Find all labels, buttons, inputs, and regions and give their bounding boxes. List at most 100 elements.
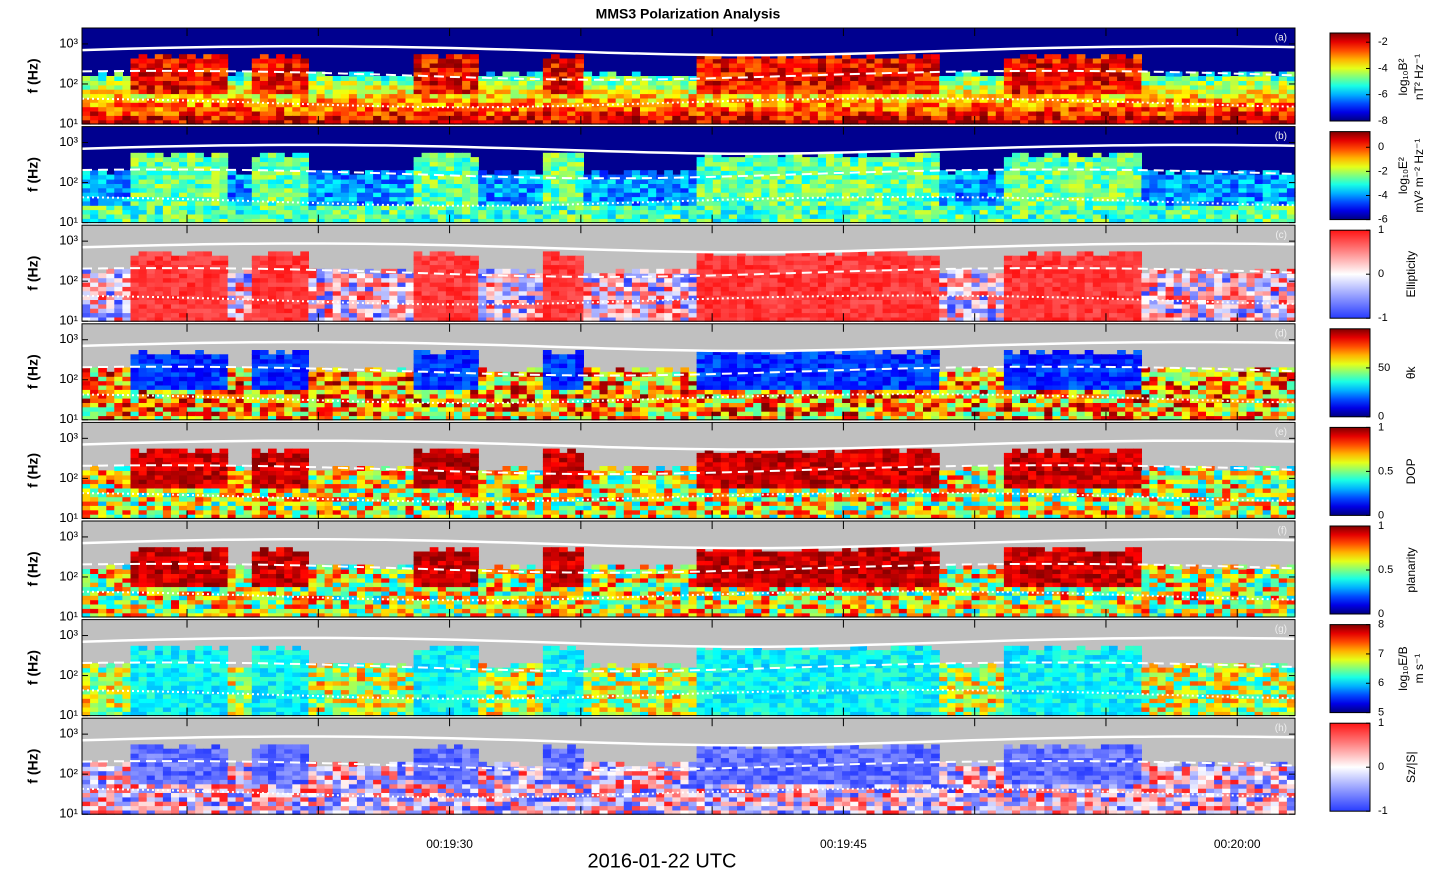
spectrogram-cell — [187, 316, 196, 322]
spectrogram-cell — [429, 93, 439, 99]
spectrogram-cell — [162, 286, 172, 292]
spectrogram-cell — [712, 58, 722, 64]
spectrogram-cell — [906, 200, 916, 206]
spectrogram-cell — [850, 179, 859, 184]
spectrogram-cell — [146, 183, 156, 189]
spectrogram-cell — [1020, 174, 1029, 180]
spectrogram-cell — [365, 170, 374, 176]
spectrogram-cell — [720, 106, 730, 112]
spectrogram-cell — [1214, 115, 1223, 121]
spectrogram-cell — [526, 97, 536, 103]
spectrogram-cell — [276, 205, 285, 211]
spectrogram-cell — [591, 115, 601, 121]
spectrogram-cell — [1003, 213, 1013, 219]
spectrogram-cell — [720, 187, 730, 193]
spectrogram-cell — [1189, 119, 1199, 125]
spectrogram-cell — [753, 89, 762, 95]
spectrogram-cell — [365, 174, 374, 180]
spectrogram-cell — [1173, 84, 1183, 90]
spectrogram-cell — [445, 161, 455, 167]
spectrogram-cell — [227, 110, 237, 116]
spectrogram-cell — [923, 71, 932, 77]
spectrogram-cell — [243, 308, 253, 314]
spectrogram-cell — [842, 174, 851, 180]
spectrogram-cell — [373, 303, 382, 309]
spectrogram-cell — [308, 170, 318, 176]
spectrogram-cell — [219, 299, 229, 305]
spectrogram-cell — [195, 93, 204, 99]
spectrogram-cell — [268, 286, 277, 292]
spectrogram-cell — [826, 161, 835, 167]
spectrogram-cell — [195, 218, 204, 224]
spectrogram-cell — [1230, 97, 1239, 103]
spectrogram-cell — [1003, 157, 1013, 163]
spectrogram-cell — [1254, 209, 1264, 215]
spectrogram-cell — [454, 209, 463, 215]
spectrogram-cell — [648, 115, 657, 121]
spectrogram-cell — [146, 308, 156, 314]
spectrogram-cell — [259, 170, 269, 176]
spectrogram-cell — [931, 115, 940, 121]
spectrogram-cell — [219, 260, 229, 266]
spectrogram-cell — [268, 76, 277, 81]
spectrogram-cell — [114, 316, 123, 322]
spectrogram-cell — [551, 218, 560, 224]
spectrogram-cell — [793, 174, 803, 180]
spectrogram-cell — [114, 102, 123, 108]
spectrogram-cell — [664, 179, 673, 184]
spectrogram-cell — [292, 260, 301, 266]
spectrogram-cell — [793, 71, 803, 77]
spectrogram-cell — [1246, 102, 1256, 108]
spectrogram-cell — [1141, 174, 1151, 180]
spectrogram-cell — [470, 170, 479, 176]
spectrogram-cell — [227, 84, 237, 90]
spectrogram-cell — [1157, 97, 1167, 103]
spectrogram-cell — [906, 80, 916, 86]
spectrogram-cell — [1230, 115, 1239, 121]
spectrogram-cell — [1125, 179, 1134, 184]
spectrogram-cell — [251, 93, 261, 99]
spectrogram-cell — [858, 170, 867, 176]
spectrogram-cell — [413, 196, 423, 202]
spectrogram-cell — [470, 205, 479, 211]
spectrogram-cell — [1036, 183, 1045, 189]
spectrogram-cell — [171, 174, 180, 180]
spectrogram-cell — [826, 89, 835, 95]
spectrogram-cell — [777, 71, 787, 77]
spectrogram-cell — [510, 97, 520, 103]
colorbar-tick-label: -4 — [1378, 62, 1388, 74]
spectrogram-cell — [688, 106, 698, 112]
spectrogram-cell — [801, 80, 811, 86]
spectrogram-cell — [1020, 71, 1029, 77]
spectrogram-cell — [292, 290, 301, 296]
spectrogram-cell — [971, 218, 981, 224]
spectrogram-cell — [1141, 106, 1151, 112]
spectrogram-cell — [365, 119, 374, 125]
spectrogram-cell — [1044, 93, 1053, 99]
spectrogram-cell — [1100, 213, 1110, 219]
spectrogram-cell — [405, 89, 415, 95]
spectrogram-cell — [931, 183, 940, 189]
spectrogram-cell — [429, 170, 439, 176]
spectrogram-cell — [1286, 213, 1296, 219]
spectrogram-cell — [753, 213, 762, 219]
spectrogram-cell — [114, 268, 123, 274]
spectrogram-cell — [874, 157, 884, 163]
spectrogram-cell — [276, 170, 285, 176]
spectrogram-cell — [203, 251, 212, 257]
spectrogram-cell — [114, 209, 123, 215]
spectrogram-cell — [429, 54, 439, 60]
spectrogram-cell — [1278, 205, 1288, 211]
spectrogram-cell — [874, 84, 884, 90]
spectrogram-cell — [397, 312, 407, 318]
spectrogram-cell — [1189, 84, 1199, 90]
spectrogram-cell — [211, 174, 221, 180]
spectrogram-cell — [777, 80, 787, 86]
spectrogram-cell — [90, 290, 99, 296]
spectrogram-cell — [1125, 93, 1134, 99]
spectrogram-cell — [696, 115, 706, 121]
spectrogram-cell — [1084, 102, 1094, 108]
spectrogram-cell — [122, 218, 132, 224]
spectrogram-cell — [599, 170, 609, 176]
spectrogram-cell — [389, 277, 398, 283]
